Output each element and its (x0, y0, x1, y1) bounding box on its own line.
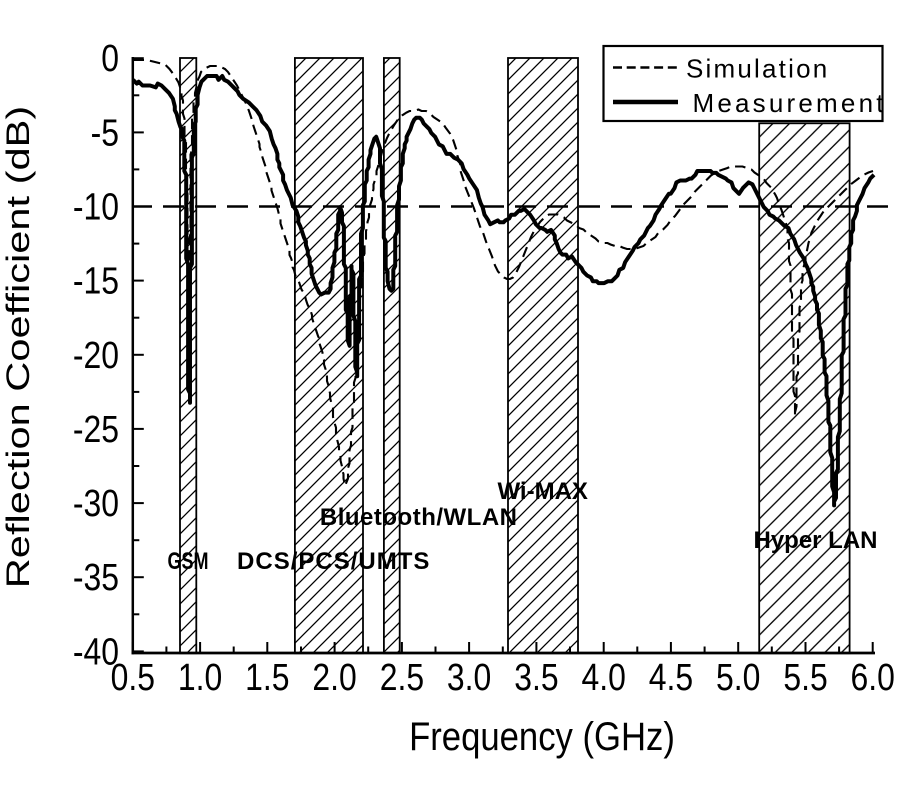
svg-text:5.5: 5.5 (783, 656, 827, 698)
svg-text:1.5: 1.5 (245, 656, 289, 698)
svg-text:DCS/PCS/UMTS: DCS/PCS/UMTS (237, 548, 430, 575)
svg-text:-30: -30 (73, 483, 119, 525)
svg-text:0: 0 (101, 38, 119, 80)
svg-text:6.0: 6.0 (851, 656, 895, 698)
svg-text:Bluetooth/WLAN: Bluetooth/WLAN (320, 504, 518, 531)
svg-text:5.0: 5.0 (716, 656, 760, 698)
svg-text:GSM: GSM (168, 549, 209, 575)
svg-text:-35: -35 (73, 557, 119, 599)
svg-text:4.0: 4.0 (582, 656, 626, 698)
svg-text:-20: -20 (73, 334, 119, 376)
svg-text:-25: -25 (73, 408, 119, 450)
svg-text:1.0: 1.0 (178, 656, 222, 698)
svg-text:Simulation: Simulation (686, 54, 829, 84)
svg-text:-5: -5 (91, 112, 119, 154)
svg-text:Reflection Coefficient (dB): Reflection Coefficient (dB) (0, 106, 36, 588)
svg-text:Measurement: Measurement (693, 88, 887, 118)
svg-text:-10: -10 (73, 186, 119, 228)
svg-text:3.0: 3.0 (447, 656, 491, 698)
svg-text:-40: -40 (73, 631, 119, 673)
svg-text:2.5: 2.5 (380, 656, 424, 698)
svg-text:3.5: 3.5 (514, 656, 558, 698)
svg-text:2.0: 2.0 (312, 656, 356, 698)
svg-text:0.5: 0.5 (111, 656, 155, 698)
svg-text:-15: -15 (73, 260, 119, 302)
svg-text:4.5: 4.5 (649, 656, 693, 698)
svg-text:Wi-MAX: Wi-MAX (497, 478, 587, 505)
svg-text:Hyper LAN: Hyper LAN (753, 527, 877, 554)
svg-text:Frequency (GHz): Frequency (GHz) (409, 714, 675, 759)
